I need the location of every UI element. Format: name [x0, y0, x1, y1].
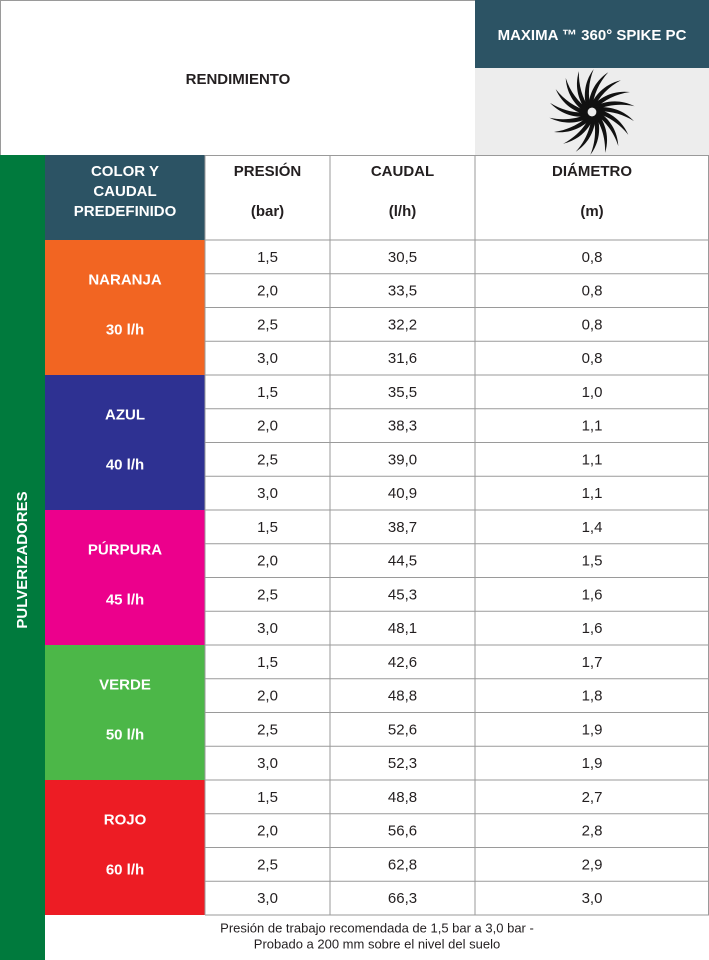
color-header-line: CAUDAL: [93, 183, 156, 200]
footnote: Presión de trabajo recomendada de 1,5 ba…: [220, 920, 534, 935]
cell-value: 38,3: [388, 418, 417, 435]
cell-value: 1,5: [257, 654, 278, 671]
cell-value: 3,0: [257, 485, 278, 502]
column-unit: (l/h): [389, 203, 417, 220]
cell-value: 1,8: [582, 688, 603, 705]
cell-value: 2,5: [257, 451, 278, 468]
cell-value: 30,5: [388, 249, 417, 266]
cell-value: 39,0: [388, 451, 417, 468]
cell-value: 35,5: [388, 384, 417, 401]
cell-value: 2,0: [257, 418, 278, 435]
cell-value: 52,3: [388, 755, 417, 772]
color-block: [45, 510, 205, 645]
cell-value: 48,1: [388, 620, 417, 637]
color-name: NARANJA: [88, 271, 162, 288]
cell-value: 56,6: [388, 823, 417, 840]
icon-cell: [475, 68, 709, 155]
color-flow: 50 l/h: [106, 726, 144, 743]
color-flow: 30 l/h: [106, 321, 144, 338]
cell-value: 1,0: [582, 384, 603, 401]
cell-value: 1,5: [257, 384, 278, 401]
color-header-line: COLOR Y: [91, 163, 159, 180]
cell-value: 3,0: [257, 620, 278, 637]
color-name: VERDE: [99, 676, 151, 693]
cell-value: 1,9: [582, 755, 603, 772]
cell-value: 1,7: [582, 654, 603, 671]
color-flow: 45 l/h: [106, 591, 144, 608]
cell-value: 40,9: [388, 485, 417, 502]
footnote: Probado a 200 mm sobre el nivel del suel…: [254, 936, 500, 951]
cell-value: 2,5: [257, 316, 278, 333]
cell-value: 33,5: [388, 283, 417, 300]
cell-value: 2,5: [257, 721, 278, 738]
column-unit: (m): [580, 203, 603, 220]
cell-value: 1,5: [257, 249, 278, 266]
cell-value: 48,8: [388, 688, 417, 705]
cell-value: 2,0: [257, 283, 278, 300]
cell-value: 0,8: [582, 249, 603, 266]
cell-value: 1,1: [582, 418, 603, 435]
color-name: ROJO: [104, 811, 147, 828]
cell-value: 48,8: [388, 789, 417, 806]
column-title: CAUDAL: [371, 163, 434, 180]
page: {"header": {"title": "RENDIMIENTO", "pro…: [0, 0, 709, 960]
table-title: RENDIMIENTO: [186, 71, 291, 88]
cell-value: 31,6: [388, 350, 417, 367]
cell-value: 1,5: [582, 553, 603, 570]
color-block: [45, 240, 205, 375]
color-block: [45, 375, 205, 510]
cell-value: 0,8: [582, 283, 603, 300]
cell-value: 1,6: [582, 586, 603, 603]
color-flow: 60 l/h: [106, 861, 144, 878]
cell-value: 3,0: [257, 890, 278, 907]
cell-value: 3,0: [257, 755, 278, 772]
color-header-line: PREDEFINIDO: [74, 203, 177, 220]
cell-value: 45,3: [388, 586, 417, 603]
cell-value: 42,6: [388, 654, 417, 671]
cell-value: 2,9: [582, 856, 603, 873]
cell-value: 1,9: [582, 721, 603, 738]
cell-value: 2,5: [257, 586, 278, 603]
side-label: PULVERIZADORES: [14, 491, 31, 628]
cell-value: 1,1: [582, 485, 603, 502]
cell-value: 38,7: [388, 519, 417, 536]
cell-value: 2,0: [257, 823, 278, 840]
cell-value: 32,2: [388, 316, 417, 333]
cell-value: 2,5: [257, 856, 278, 873]
column-title: PRESIÓN: [234, 162, 302, 180]
cell-value: 2,8: [582, 823, 603, 840]
cell-value: 1,6: [582, 620, 603, 637]
color-block: [45, 645, 205, 780]
cell-value: 1,5: [257, 789, 278, 806]
column-title: DIÁMETRO: [552, 163, 632, 180]
color-flow: 40 l/h: [106, 456, 144, 473]
color-name: PÚRPURA: [88, 540, 162, 558]
cell-value: 2,0: [257, 688, 278, 705]
cell-value: 1,1: [582, 451, 603, 468]
cell-value: 62,8: [388, 856, 417, 873]
color-name: AZUL: [105, 406, 145, 423]
cell-value: 1,4: [582, 519, 603, 536]
product-name: MAXIMA ™ 360° SPIKE PC: [498, 27, 687, 44]
cell-value: 2,0: [257, 553, 278, 570]
cell-value: 1,5: [257, 519, 278, 536]
cell-value: 3,0: [582, 890, 603, 907]
color-block: [45, 780, 205, 915]
cell-value: 44,5: [388, 553, 417, 570]
cell-value: 52,6: [388, 721, 417, 738]
cell-value: 0,8: [582, 316, 603, 333]
cell-value: 2,7: [582, 789, 603, 806]
cell-value: 0,8: [582, 350, 603, 367]
cell-value: 66,3: [388, 890, 417, 907]
cell-value: 3,0: [257, 350, 278, 367]
spec-table: RENDIMIENTO MAXIMA ™ 360° SPIKE PC PULVE…: [0, 0, 709, 960]
column-unit: (bar): [251, 203, 284, 220]
